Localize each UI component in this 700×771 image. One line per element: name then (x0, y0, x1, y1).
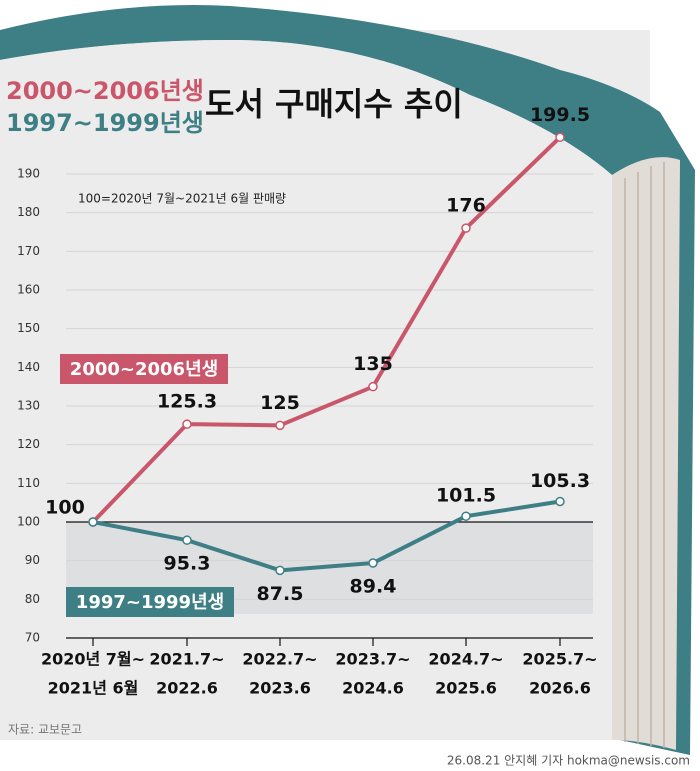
book-pages-edge (612, 157, 680, 751)
y-tick-label: 190 (17, 167, 40, 181)
x-tick-label: 2022.7~ (242, 650, 317, 669)
data-point (88, 517, 98, 527)
data-label: 87.5 (257, 583, 304, 605)
x-tick-label: 2025.6 (435, 679, 497, 698)
y-tick-label: 90 (25, 553, 40, 567)
x-tick-label: 2025.7~ (522, 650, 597, 669)
page-lines (624, 162, 665, 748)
y-tick-label: 160 (17, 283, 40, 297)
series-line (92, 499, 561, 573)
data-point (182, 535, 192, 545)
y-tick-label: 180 (17, 205, 40, 219)
data-point (368, 381, 378, 392)
data-label: 125.3 (157, 391, 217, 413)
series-line (91, 135, 562, 524)
data-point (461, 223, 471, 233)
x-tick-label: 2026.6 (529, 679, 591, 698)
y-tick-label: 110 (17, 476, 40, 490)
series-tag: 1997~1999년생 (66, 587, 234, 617)
series-tag-label: 2000~2006년생 (70, 359, 218, 380)
x-tick-label: 2021년 6월 (48, 679, 139, 698)
y-tick-label: 120 (17, 437, 40, 451)
source: 자료: 교보문고 (8, 723, 82, 737)
data-point (275, 420, 285, 431)
x-tick-label: 2024.7~ (428, 650, 503, 669)
data-point (461, 511, 471, 521)
data-label: 105.3 (530, 470, 590, 492)
data-point (182, 419, 192, 429)
series-tag-box (66, 587, 234, 617)
book-page (0, 40, 612, 740)
y-tick-label: 70 (25, 631, 40, 645)
data-label: 125 (260, 392, 300, 414)
legend-label: 2000~2006년생 (6, 77, 204, 105)
data-label: 176 (446, 195, 486, 217)
x-tick-label: 2022.6 (156, 679, 218, 698)
x-tick-label: 2021.7~ (149, 650, 224, 669)
data-label: 89.4 (350, 575, 397, 597)
y-tick-label: 80 (25, 592, 40, 606)
x-tick-label: 2024.6 (342, 679, 404, 698)
data-label: 101.5 (436, 485, 496, 507)
data-label: 199.5 (530, 104, 590, 126)
chart-title: 도서 구매지수 추이 (205, 85, 463, 123)
x-tick-label: 2023.6 (249, 679, 311, 698)
series-tag-label: 1997~1999년생 (76, 592, 224, 613)
y-tick-label: 140 (17, 360, 40, 374)
y-tick-label: 130 (17, 399, 40, 413)
x-tick-label: 2023.7~ (335, 650, 410, 669)
y-tick-label: 100 (17, 515, 40, 529)
data-point (275, 565, 285, 576)
y-tick-label: 170 (17, 244, 40, 258)
y-tick-label: 150 (17, 321, 40, 335)
credit: 26.08.21 안지혜 기자 hokma@newsis.com (447, 754, 690, 768)
data-point (368, 558, 378, 568)
data-point (555, 496, 565, 507)
data-label: 95.3 (164, 553, 211, 575)
data-point (555, 132, 565, 143)
series-tag-box (60, 354, 228, 384)
legend-label: 1997~1999년생 (6, 109, 204, 137)
series-tag: 2000~2006년생 (60, 354, 228, 384)
data-label: 100 (45, 497, 85, 519)
subtitle: 100=2020년 7월~2021년 6월 판매량 (78, 192, 286, 206)
data-label: 135 (353, 353, 393, 375)
x-tick-label: 2020년 7월~ (41, 650, 145, 669)
